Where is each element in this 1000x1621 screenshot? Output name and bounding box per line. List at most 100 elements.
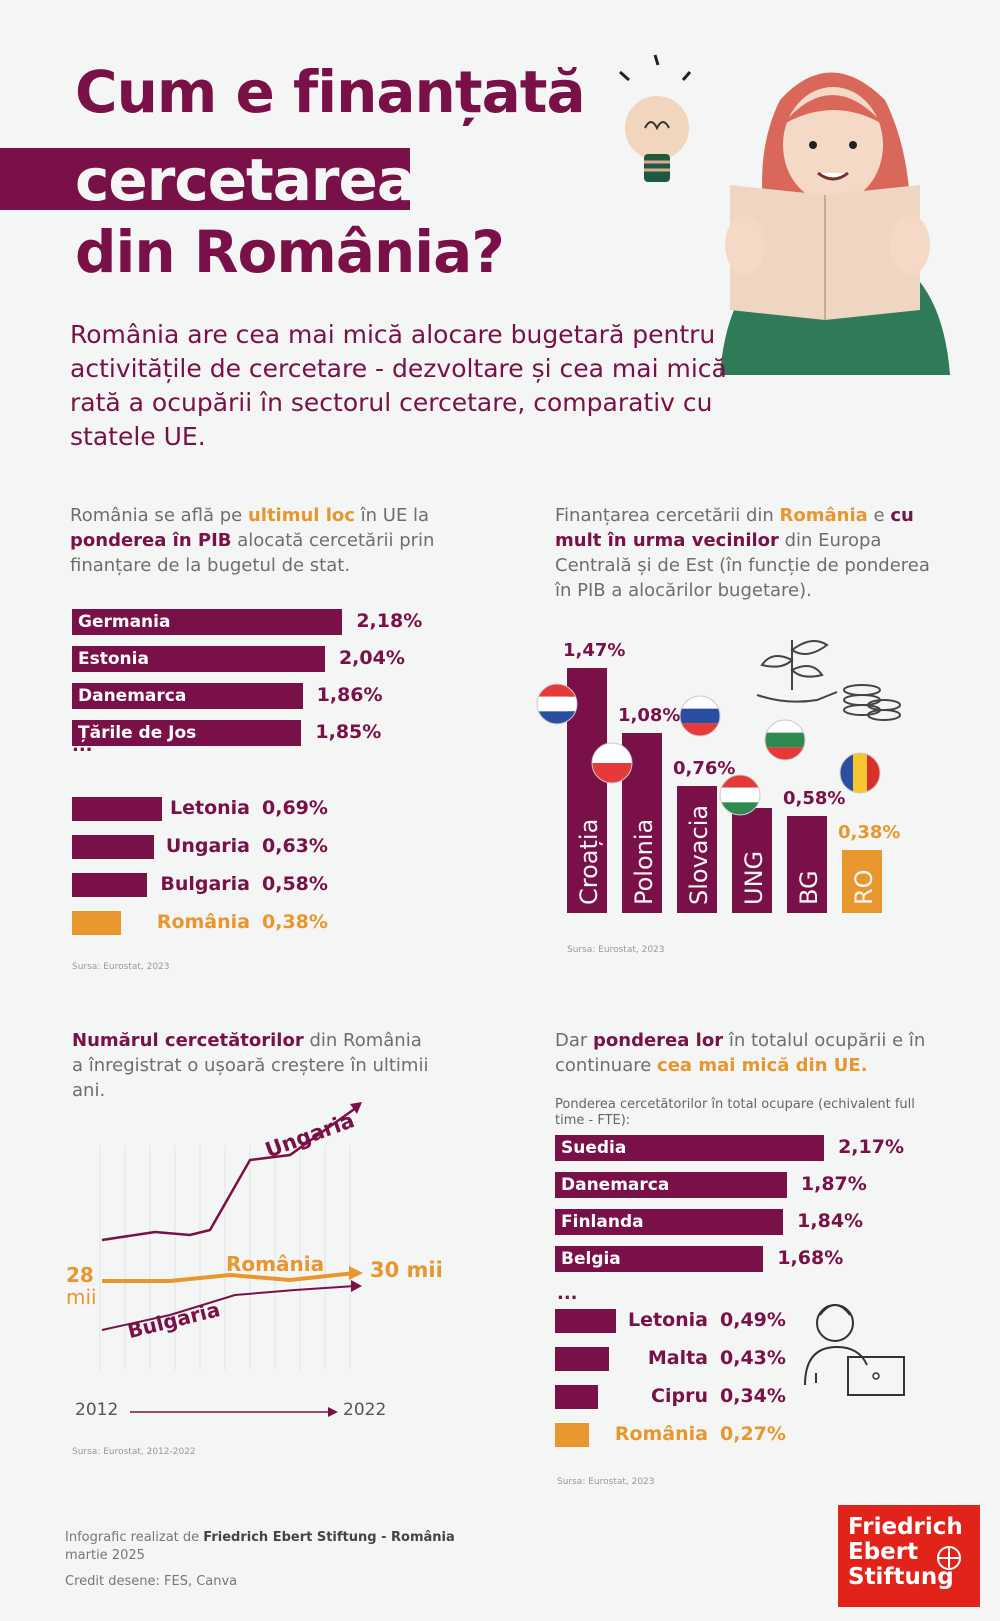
- label-romania: România: [226, 1252, 325, 1276]
- bar-danemarca: Danemarca: [555, 1172, 787, 1198]
- column-value: 0,76%: [673, 758, 736, 780]
- bar-value: 1,87%: [800, 1173, 867, 1195]
- footer-drawing-credit: Credit desene: FES, Canva: [65, 1574, 238, 1589]
- bar-label: România: [614, 1423, 708, 1445]
- bar-value: 0,43%: [720, 1347, 786, 1369]
- bar-value: 2,04%: [338, 647, 405, 669]
- plant-coins-icon: [756, 640, 901, 721]
- section4-source: Sursa: Eurostat, 2023: [557, 1477, 655, 1487]
- flag-bg-icon: [764, 719, 806, 761]
- bar-label: Malta: [647, 1347, 708, 1369]
- fes-logo: Friedrich Ebert Stiftung: [838, 1505, 980, 1607]
- bar-label: Danemarca: [78, 686, 187, 706]
- column-slovacia: Slovacia: [677, 786, 717, 913]
- bar-germania: Germania: [72, 609, 343, 635]
- column-bg: BG: [787, 816, 827, 913]
- line-chart-grid: [99, 1145, 351, 1370]
- section4-ellipsis: ...: [557, 1283, 578, 1304]
- intro-paragraph: România are cea mai mică alocare bugetar…: [70, 320, 727, 451]
- line-ungaria: [101, 1103, 361, 1242]
- bar-cipru: [555, 1385, 598, 1409]
- bar-label: Letonia: [628, 1309, 708, 1331]
- section1-description: România se află pe ultimul loc în UE la …: [70, 505, 435, 576]
- bar-rom-nia: [555, 1423, 589, 1447]
- bar-value: 0,49%: [720, 1309, 786, 1331]
- column-value: 0,38%: [838, 821, 901, 843]
- column-ro: RO: [842, 849, 882, 913]
- bar-suedia: Suedia: [555, 1135, 825, 1161]
- flag-polonia-icon: [591, 742, 633, 784]
- bar-value: 0,38%: [262, 911, 328, 933]
- label-start-value: 28 mii: [66, 1263, 97, 1309]
- bar-value: 0,63%: [262, 835, 328, 857]
- bar-rom-nia: [72, 911, 122, 935]
- title-line-1: Cum e finanțată: [75, 58, 586, 126]
- bar-label: România: [156, 911, 250, 933]
- section3-description: Numărul cercetătorilor din România a înr…: [72, 1030, 429, 1101]
- bar-label: Bulgaria: [160, 873, 250, 895]
- bar-label: Estonia: [78, 649, 149, 669]
- line-bulgaria: [101, 1285, 356, 1331]
- bar-letonia: [72, 797, 162, 821]
- woman-reading-illustration: [720, 72, 950, 375]
- bar-value: 2,17%: [838, 1136, 904, 1158]
- bar-danemarca: Danemarca: [72, 683, 303, 709]
- bar-value: 0,58%: [262, 873, 328, 895]
- section2-source: Sursa: Eurostat, 2023: [567, 945, 665, 955]
- flag-ung-icon: [719, 774, 761, 816]
- section1-source: Sursa: Eurostat, 2023: [72, 962, 170, 972]
- year-start: 2012: [75, 1400, 119, 1420]
- bar-value: 0,69%: [262, 797, 328, 819]
- column-value: 1,47%: [563, 639, 626, 661]
- flag-slovacia-icon: [679, 695, 721, 737]
- section4-subtitle: Ponderea cercetătorilor în total ocupare…: [555, 1097, 915, 1128]
- bar-value: 1,85%: [315, 721, 382, 743]
- title-line-3: din România?: [75, 218, 505, 286]
- section4-description: Dar ponderea lor în totalul ocupării e î…: [555, 1030, 926, 1076]
- section3-source: Sursa: Eurostat, 2012-2022: [72, 1447, 196, 1457]
- bar-bulgaria: [72, 873, 148, 897]
- bar-label: Germania: [78, 612, 171, 632]
- person-laptop-icon: [804, 1304, 905, 1396]
- title-line-2: cercetarea: [75, 146, 416, 214]
- footer-date: martie 2025: [65, 1548, 145, 1563]
- bar-ungaria: [72, 835, 154, 859]
- label-end-value: 30 mii: [370, 1258, 443, 1282]
- flag-croația-icon: [536, 683, 578, 725]
- bar-finlanda: Finlanda: [555, 1209, 784, 1235]
- section1-ellipsis: ...: [72, 735, 93, 756]
- bar-value: 0,27%: [720, 1423, 786, 1445]
- bar-label: Țările de Jos: [78, 723, 197, 743]
- bar-value: 1,86%: [316, 684, 383, 706]
- bar-belgia: Belgia: [555, 1246, 764, 1272]
- column-label: Croația: [575, 818, 603, 905]
- bar-value: 0,34%: [720, 1385, 786, 1407]
- title-highlight-band: [0, 148, 410, 210]
- light-bulb-icon: [619, 54, 692, 182]
- line-romania: [102, 1271, 356, 1283]
- bar-label: Finlanda: [561, 1212, 644, 1232]
- footer-credit: Infografic realizat de Friedrich Ebert S…: [65, 1530, 455, 1545]
- section2-description: Finanțarea cercetării din România e cu m…: [555, 505, 930, 601]
- bar-label: Cipru: [651, 1385, 708, 1407]
- bar-label: Ungaria: [165, 835, 250, 857]
- column-ung: UNG: [732, 807, 772, 913]
- column-label: BG: [795, 870, 823, 905]
- column-value: 0,58%: [783, 788, 846, 810]
- bar-letonia: [555, 1309, 617, 1333]
- column-label: Slovacia: [685, 804, 713, 905]
- fes-globe-icon: [937, 1546, 961, 1570]
- bar--rile-de-jos: Țările de Jos: [72, 720, 302, 746]
- bar-malta: [555, 1347, 609, 1371]
- bar-value: 1,84%: [797, 1210, 864, 1232]
- bar-estonia: Estonia: [72, 646, 325, 672]
- column-value: 1,08%: [618, 704, 681, 726]
- bar-label: Suedia: [561, 1138, 627, 1158]
- bar-label: Danemarca: [561, 1175, 670, 1195]
- column-label: RO: [850, 869, 878, 905]
- year-end: 2022: [343, 1400, 387, 1420]
- column-label: UNG: [740, 850, 768, 905]
- bar-label: Belgia: [561, 1249, 621, 1269]
- flag-ro-icon: [839, 752, 881, 794]
- bar-label: Letonia: [170, 797, 250, 819]
